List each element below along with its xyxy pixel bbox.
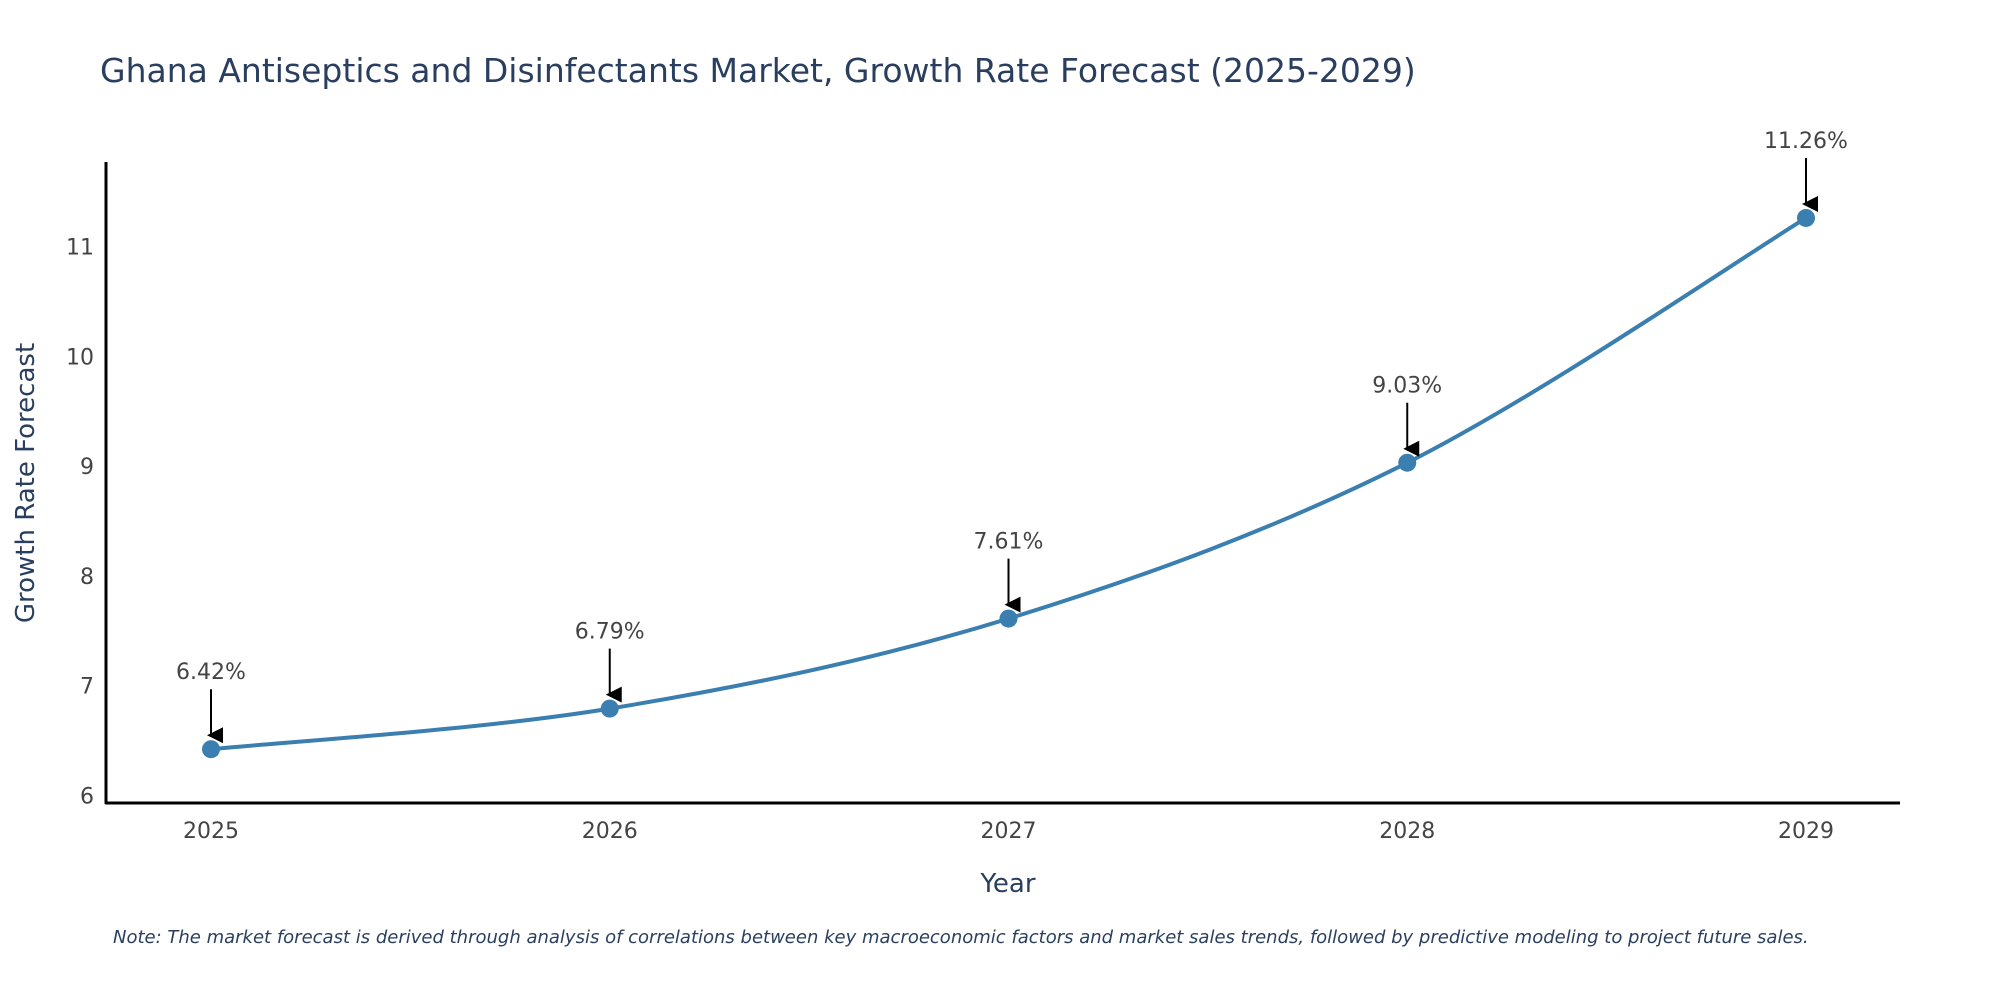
- x-tick-label: 2029: [1778, 819, 1834, 844]
- annotation-label: 6.79%: [575, 620, 645, 645]
- x-tick-label: 2028: [1379, 819, 1435, 844]
- data-point: [1797, 208, 1815, 227]
- y-tick-label: 11: [66, 236, 94, 261]
- data-point: [600, 699, 619, 718]
- y-tick-label: 7: [80, 675, 94, 700]
- data-point: [1398, 453, 1417, 472]
- x-tick-label: 2027: [981, 819, 1037, 844]
- y-axis-title: Growth Rate Forecast: [11, 343, 41, 623]
- annotation-label: 6.42%: [176, 660, 246, 685]
- data-point: [202, 740, 220, 759]
- x-tick-label: 2025: [183, 819, 239, 844]
- data-annotations: 6.42% 6.79% 7.61% 9.03% 11.26%: [176, 129, 1848, 744]
- footnote: Note: The market forecast is derived thr…: [113, 927, 1809, 948]
- y-tick-label: 8: [80, 565, 94, 590]
- chart-title: Ghana Antiseptics and Disinfectants Mark…: [100, 51, 1416, 90]
- y-tick-label: 9: [80, 455, 94, 480]
- annotation-label: 9.03%: [1372, 374, 1442, 399]
- data-points: [202, 208, 1815, 759]
- y-tick-label: 10: [66, 345, 94, 370]
- annotation-label: 11.26%: [1764, 129, 1848, 154]
- series-line: [210, 216, 1808, 752]
- y-axis-ticks: 6 7 8 9 10 11: [66, 236, 94, 810]
- data-point: [999, 609, 1018, 628]
- x-tick-label: 2026: [582, 819, 638, 844]
- y-tick-label: 6: [80, 784, 94, 809]
- x-axis-ticks: 2025 2026 2027 2028 2029: [183, 819, 1834, 844]
- annotation-label: 7.61%: [974, 530, 1044, 555]
- x-axis-title: Year: [979, 869, 1035, 899]
